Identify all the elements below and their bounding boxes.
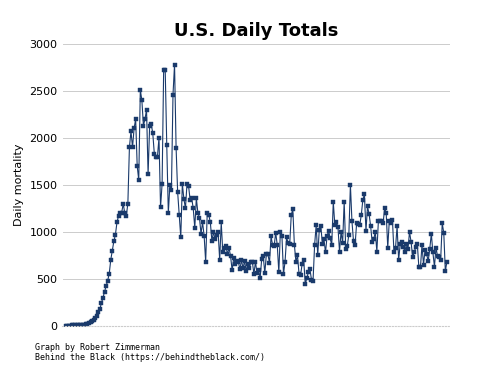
Title: U.S. Daily Totals: U.S. Daily Totals <box>174 22 338 40</box>
Y-axis label: Daily mortality: Daily mortality <box>14 143 24 226</box>
Text: Graph by Robert Zimmerman
Behind the Black (https://behindtheblack.com/): Graph by Robert Zimmerman Behind the Bla… <box>35 343 265 362</box>
